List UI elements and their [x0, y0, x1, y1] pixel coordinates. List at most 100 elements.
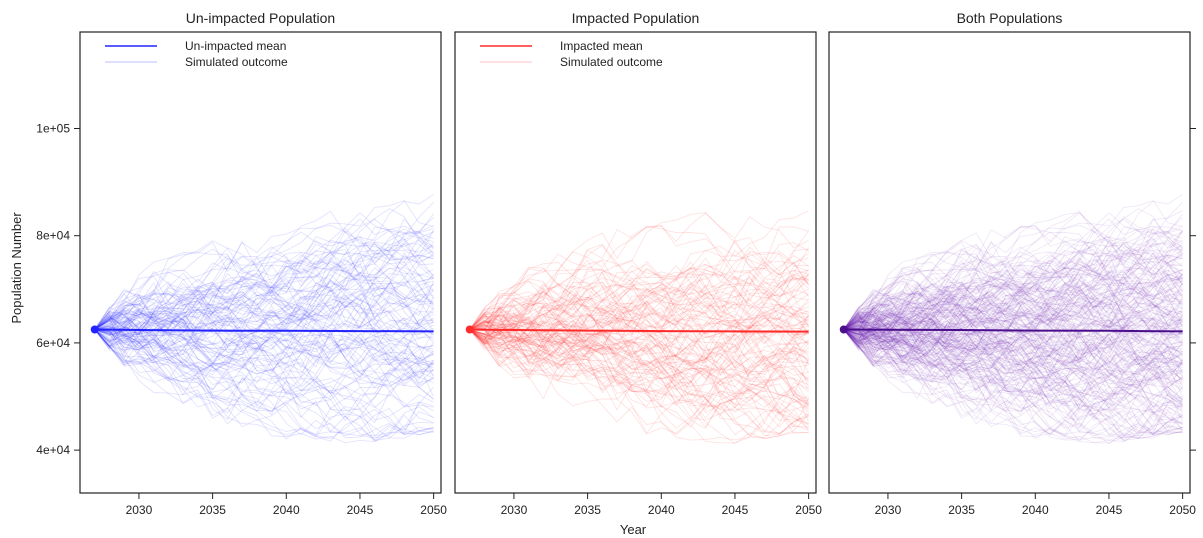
simulated-series-line	[469, 249, 809, 346]
simulated-series-line	[843, 329, 1183, 422]
simulated-series-line	[843, 302, 1183, 441]
simulated-series-line	[469, 247, 809, 348]
simulated-series-line	[469, 320, 809, 429]
simulated-series-line	[843, 230, 1183, 351]
legend: Un-impacted mean Simulated outcome	[105, 39, 288, 69]
simulated-series-line	[94, 299, 434, 387]
simulated-series-line	[469, 329, 809, 408]
simulated-series-line	[843, 313, 1183, 431]
x-tick-label: 2045	[722, 503, 749, 517]
simulated-series-line	[94, 307, 435, 398]
simulated-series-line	[469, 289, 810, 372]
simulated-series-line	[843, 277, 1183, 368]
simulated-series-line	[469, 282, 809, 368]
simulated-series-line	[843, 265, 1183, 347]
simulated-series-line	[843, 297, 1183, 388]
simulated-series-line	[469, 329, 809, 433]
simulated-series-line	[843, 314, 1183, 368]
simulated-series-line	[469, 210, 809, 346]
simulated-series-line	[469, 274, 809, 365]
simulated-series-line	[843, 329, 1183, 429]
simulated-series-line	[469, 309, 810, 388]
simulated-series-line	[94, 316, 434, 384]
simulated-series-line	[469, 329, 810, 429]
simulated-series-line	[843, 248, 1183, 339]
simulated-series-line	[843, 329, 1183, 428]
simulated-series-line	[843, 329, 1183, 439]
simulated-series-line	[843, 249, 1183, 346]
simulated-series-line	[843, 326, 1183, 423]
simulated-series-line	[94, 326, 434, 436]
simulated-series-line	[843, 268, 1183, 330]
simulated-series-line	[843, 313, 1183, 364]
simulated-series-line	[94, 250, 434, 338]
simulated-series-line	[94, 290, 434, 360]
simulated-series-line	[843, 297, 1183, 371]
simulated-series-line	[843, 225, 1183, 330]
simulated-series-line	[843, 303, 1183, 407]
simulated-series-line	[469, 276, 809, 399]
simulated-series-line	[843, 294, 1183, 390]
simulated-series-line	[843, 328, 1183, 384]
simulated-series-line	[843, 283, 1183, 346]
simulated-series-line	[469, 283, 809, 376]
x-tick-label: 2040	[273, 503, 300, 517]
simulated-series-line	[843, 253, 1183, 344]
start-point	[465, 325, 474, 334]
x-tick-label: 2045	[347, 503, 374, 517]
simulated-series-line	[843, 262, 1183, 338]
simulated-series-line	[843, 212, 1183, 330]
simulated-series-line	[94, 320, 434, 413]
simulated-series-line	[94, 294, 434, 338]
simulated-series-line	[469, 267, 809, 330]
simulated-series-line	[94, 227, 434, 330]
simulated-series-line	[469, 327, 809, 436]
simulated-series-line	[94, 314, 434, 368]
simulated-series-line	[843, 268, 1184, 347]
x-tick-label: 2030	[126, 503, 153, 517]
y-axis-label: Population Number	[9, 212, 24, 324]
simulated-series-line	[94, 243, 434, 348]
simulated-series-line	[469, 322, 809, 435]
simulated-series-line	[94, 230, 434, 373]
simulated-series-line	[94, 280, 434, 333]
simulated-series-line	[843, 250, 1183, 330]
simulated-series-line	[843, 240, 1183, 363]
simulated-series-line	[843, 213, 1183, 330]
simulated-series-line	[843, 329, 1183, 444]
simulated-series-line	[843, 267, 1183, 339]
simulated-series-line	[843, 329, 1183, 436]
simulated-series-line	[94, 250, 434, 330]
simulated-series-line	[843, 323, 1183, 439]
panel-title: Un-impacted Population	[186, 10, 335, 26]
simulated-series-line	[843, 272, 1183, 343]
simulated-series-line	[843, 240, 1183, 351]
simulated-series-line	[843, 224, 1183, 332]
simulated-series-line	[469, 313, 809, 364]
y-tick-label: 8e+04	[36, 229, 70, 243]
simulated-series-line	[469, 324, 809, 414]
simulated-series-line	[843, 287, 1183, 359]
simulated-series-line	[843, 313, 1183, 444]
legend-label: Impacted mean	[560, 39, 643, 53]
simulated-series-line	[843, 314, 1184, 392]
simulated-series-line	[843, 283, 1183, 376]
simulated-series-line	[94, 311, 434, 397]
simulated-series-line	[843, 322, 1183, 435]
simulated-series-line	[94, 325, 434, 437]
simulated-series-line	[94, 326, 434, 406]
simulated-series-line	[843, 208, 1183, 355]
simulated-series-line	[469, 273, 809, 382]
x-tick-label: 2035	[574, 503, 601, 517]
simulated-series-line	[469, 319, 809, 402]
simulated-series-line	[843, 268, 1183, 336]
simulated-series-line	[469, 317, 809, 406]
simulated-series-line	[94, 315, 434, 439]
simulated-series-line	[843, 242, 1183, 344]
simulated-series-line	[469, 246, 809, 343]
simulated-series-line	[94, 297, 434, 371]
simulated-series-line	[94, 297, 434, 371]
simulated-series-line	[843, 307, 1184, 398]
simulated-series-line	[843, 327, 1183, 437]
simulated-series-line	[469, 287, 809, 359]
